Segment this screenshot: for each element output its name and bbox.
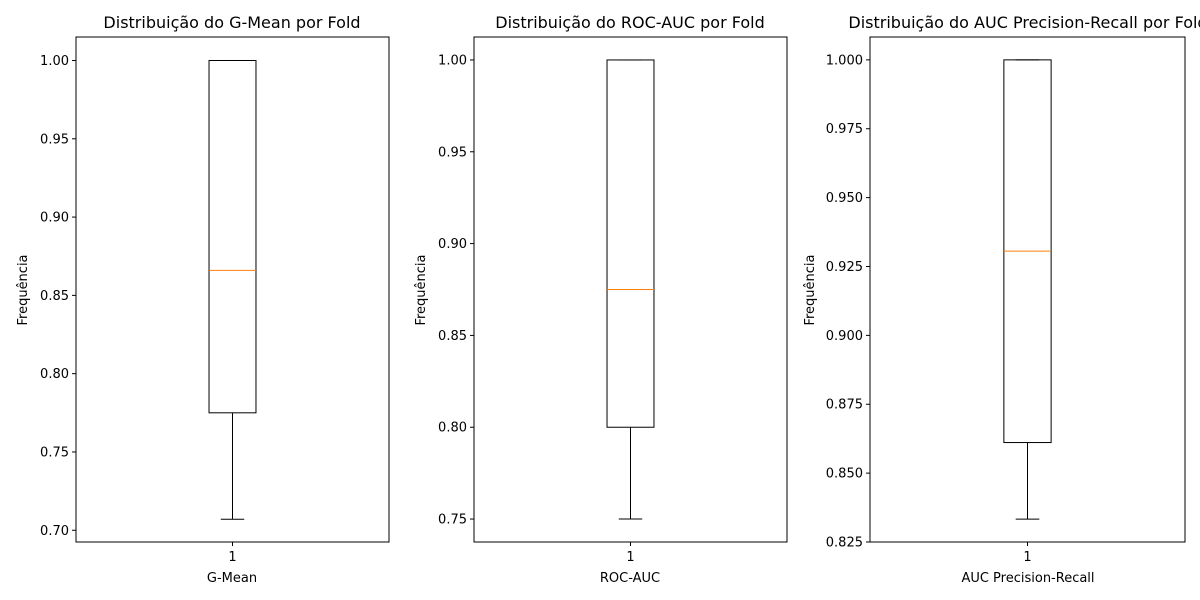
chart-title: Distribuição do ROC-AUC por Fold [495,13,765,32]
x-axis-label: G-Mean [207,571,257,586]
boxplot-panel-roc-auc: Distribuição do ROC-AUC por Fold ROC-AUC… [414,13,788,586]
y-tick-label: 0.90 [40,211,69,226]
chart-title: Distribuição do G-Mean por Fold [103,13,360,32]
y-tick-label: 0.825 [826,536,863,551]
y-axis-label: Frequência [803,254,818,325]
boxplot-panel-gmean: Distribuição do G-Mean por Fold G-Mean F… [16,13,390,586]
boxplot-panel-auc-pr: Distribuição do AUC Precision-Recall por… [803,13,1200,586]
y-tick-label: 0.95 [40,132,69,147]
y-tick-label: 0.85 [438,329,467,344]
y-tick-label: 0.90 [438,237,467,252]
x-tick-label: 1 [1023,550,1031,565]
y-tick-label: 1.000 [826,53,863,68]
x-tick-label: 1 [228,550,236,565]
box-iqr [606,59,655,428]
box-iqr [208,59,257,414]
y-tick-label: 0.80 [40,367,69,382]
y-tick-label: 0.75 [438,513,467,528]
y-tick-label: 0.950 [826,191,863,206]
y-tick-label: 0.85 [40,289,69,304]
x-axis-label: ROC-AUC [600,571,660,586]
y-tick-label: 0.80 [438,421,467,436]
y-tick-label: 1.00 [438,53,467,68]
y-axis-label: Frequência [414,254,429,325]
y-tick-label: 0.95 [438,145,467,160]
y-tick-label: 0.70 [40,524,69,539]
y-tick-label: 0.850 [826,467,863,482]
y-tick-label: 0.75 [40,445,69,460]
y-tick-label: 0.925 [826,260,863,275]
x-axis-label: AUC Precision-Recall [961,571,1094,586]
x-tick-label: 1 [626,550,634,565]
y-tick-label: 1.00 [40,54,69,69]
y-axis-label: Frequência [16,254,31,325]
y-tick-label: 0.975 [826,122,863,137]
chart-title: Distribuição do AUC Precision-Recall por… [848,13,1200,32]
y-tick-label: 0.875 [826,398,863,413]
y-tick-label: 0.900 [826,329,863,344]
